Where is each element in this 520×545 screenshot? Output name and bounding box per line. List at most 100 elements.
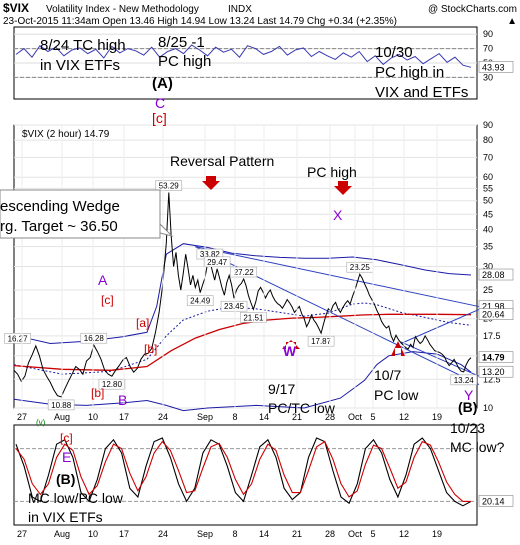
stoch-series-line-1 <box>15 437 472 507</box>
x-tick-label: 27 <box>17 412 27 422</box>
wedge-line-1: escending Wedge <box>0 198 120 215</box>
x-tick-label: 5 <box>370 412 375 422</box>
lower-v-label: (v) <box>36 418 46 427</box>
point-label: 21.51 <box>243 313 264 322</box>
point-label: 17.87 <box>311 337 332 346</box>
price-tick-label: 17.5 <box>483 331 501 341</box>
x-tick-label: Oct <box>348 412 363 422</box>
lower-c-label: [c] <box>60 431 73 445</box>
x-tick-label: Sep <box>197 412 213 422</box>
moving-average-red-line <box>13 313 472 371</box>
wave-C-label: C <box>155 95 165 111</box>
pc-high-825-line-1: 8/25 -1 <box>158 34 205 51</box>
x-tick-label: 27 <box>17 529 27 539</box>
wave-B-paren-label: (B) <box>458 399 477 415</box>
point-label: 12.80 <box>102 380 123 389</box>
price-tick-label: 35 <box>483 242 493 252</box>
price-tick-label: 30 <box>483 262 493 272</box>
low-107-line-1: 10/7 <box>374 367 401 383</box>
wave-B-label: B <box>118 392 127 408</box>
x-tick-label: 24 <box>158 412 168 422</box>
pc-high-825-line-2: PC high <box>158 53 211 70</box>
index-name: Volatility Index - New Methodology <box>46 4 199 15</box>
point-label-box <box>155 180 183 191</box>
right-value-box <box>478 351 514 363</box>
quote-line: 23-Oct-2015 11:34am Open 13.46 High 14.9… <box>3 16 397 27</box>
exchange: INDX <box>228 4 252 15</box>
right-value-box <box>478 308 514 320</box>
right-value-box <box>478 365 514 378</box>
price-tick-label: 70 <box>483 152 493 162</box>
x-tick-label: 24 <box>158 529 168 539</box>
annotation-pc-high-1030: 10/30 PC high in VIX and ETFs <box>375 44 468 101</box>
point-label-box <box>307 335 335 347</box>
x-tick-label: 8 <box>232 529 237 539</box>
x-tick-label: 10 <box>88 529 98 539</box>
point-label-box <box>80 332 108 344</box>
point-label: 23.45 <box>224 302 245 311</box>
point-label: 53.29 <box>159 181 180 190</box>
x-tick-label: 28 <box>325 412 335 422</box>
x-axis: 27 27 Aug Aug 10 10 17 17 24 24 Sep Sep 8 8 14 14 21 21 28… <box>17 125 442 539</box>
point-label: 27.22 <box>234 268 255 277</box>
pc-high-arrow-icon <box>334 181 352 195</box>
wave-a2-label: [a] <box>136 316 149 330</box>
price-tick-label: 80 <box>483 135 493 145</box>
low-1023-line-1: 10/23 <box>450 420 485 436</box>
stoch-series-line-2 <box>15 440 471 502</box>
low-1023-line-2: MC low? <box>450 439 505 455</box>
point-label-box <box>186 295 214 306</box>
mc-low-line-2: in VIX ETFs <box>28 509 103 525</box>
x-tick-label: 10 <box>88 412 98 422</box>
watermark: @ StockCharts.com <box>428 4 517 15</box>
wave-b2-label: [b] <box>144 342 157 356</box>
wave-A-paren: (A) <box>152 75 173 92</box>
pc-high-label: PC high <box>307 164 357 180</box>
point-label: 10.88 <box>51 401 72 410</box>
rsi-series-line <box>15 44 472 68</box>
point-label-box <box>47 399 75 411</box>
rsi-tick-label: 30 <box>483 72 493 82</box>
right-value-label: 21.98 <box>482 302 505 312</box>
point-label: 16.27 <box>8 334 29 343</box>
annotation-low-107: 10/7 PC low <box>374 367 419 403</box>
right-value-label: 13.20 <box>482 367 505 377</box>
right-value-box <box>478 268 514 281</box>
low-917-line-2: PC/TC low <box>268 400 336 416</box>
pc-high-1030-line-1: 10/30 <box>375 44 413 61</box>
annotation-mc-low: MC low/PC low in VIX ETFs <box>28 490 124 525</box>
bollinger-lower-line <box>13 351 472 412</box>
x-tick-label: Sep <box>197 529 213 539</box>
wave-c-lower-label: [c] <box>101 293 114 307</box>
wave-Y-label: Y <box>464 387 474 403</box>
stoch-panel: 20.14 <box>14 437 514 507</box>
point-label-box <box>220 300 248 312</box>
annotation-low-1023: 10/23 MC low? <box>450 420 505 455</box>
right-value-label: 14.79 <box>482 353 505 363</box>
oct7-low-arrow-icon <box>391 341 405 356</box>
price-tick-label: 40 <box>483 224 493 234</box>
price-tick-label: 12.5 <box>483 374 501 384</box>
point-label-box <box>450 374 478 386</box>
point-label: 29.47 <box>207 258 228 267</box>
wave-A-label: A <box>98 272 108 288</box>
right-value-label: 28.08 <box>482 270 505 280</box>
rsi-panel: 9070503043.93 <box>14 29 514 82</box>
up-arrow-icon: ▲ <box>507 16 517 27</box>
wave-X-label: X <box>333 207 343 223</box>
price-tick-label: 90 <box>483 120 493 130</box>
rsi-tick-label: 70 <box>483 44 493 54</box>
pc-high-1030-line-3: VIX and ETFs <box>375 84 468 101</box>
lower-E-label: E <box>62 449 71 465</box>
pc-high-1030-line-2: PC high in <box>375 64 444 81</box>
bollinger-upper-line <box>13 243 472 345</box>
price-tick-label: 10 <box>483 403 493 413</box>
point-label-box <box>240 312 267 323</box>
price-tick-label: 50 <box>483 196 493 206</box>
point-label: 16.28 <box>84 334 105 343</box>
lower-B-paren-label: (B) <box>56 471 75 487</box>
wedge-line-2: rg. Target ~ 36.50 <box>0 218 118 235</box>
tc-high-line-2: in VIX ETFs <box>40 57 120 74</box>
